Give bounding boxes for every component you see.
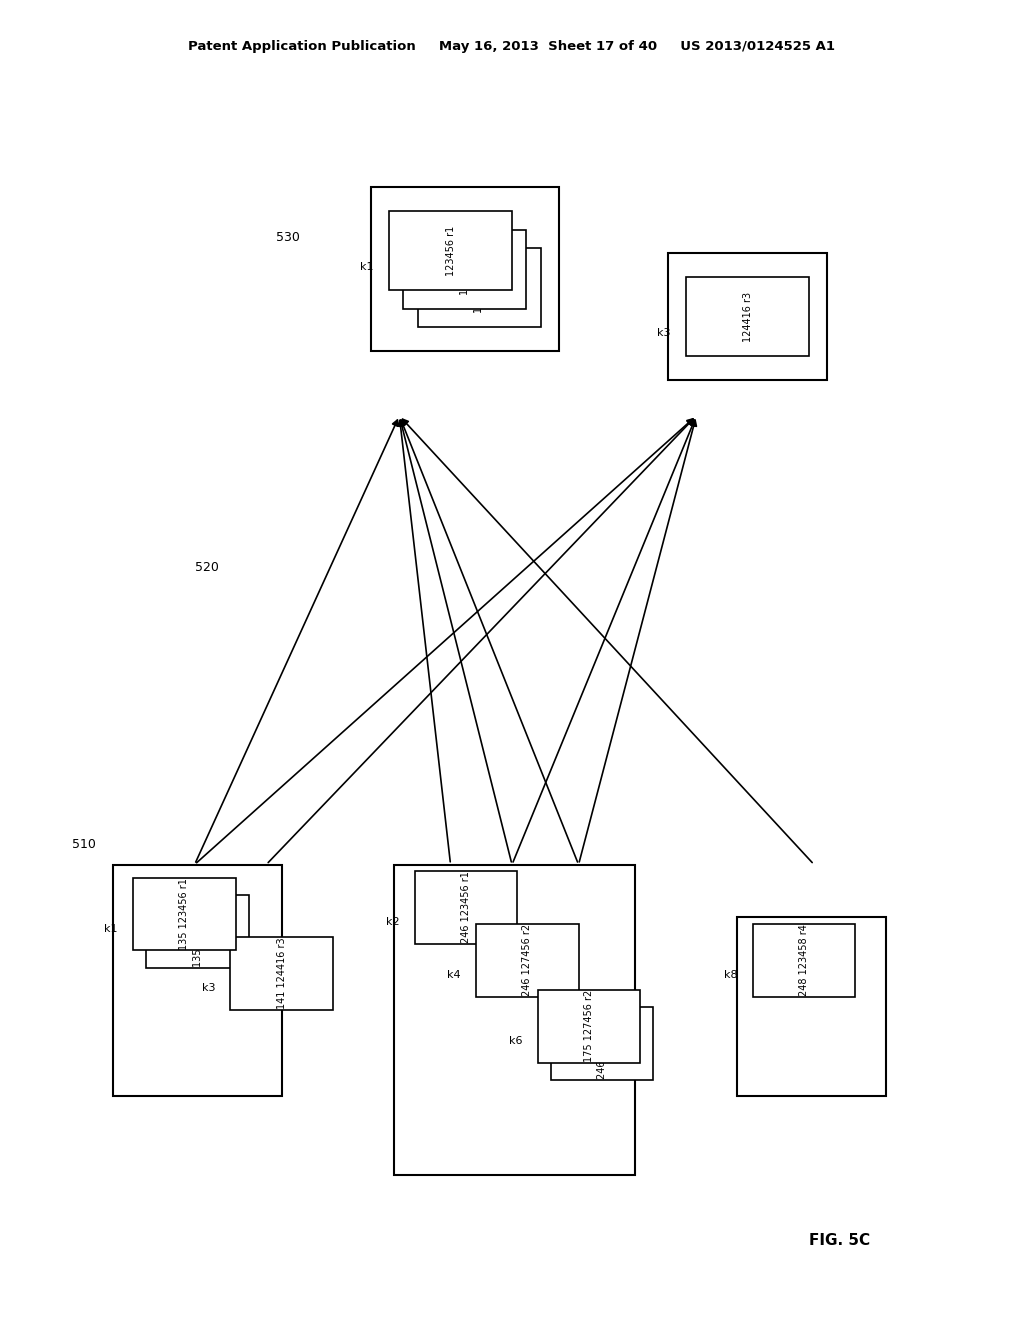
Text: k8: k8 [724,970,737,979]
FancyBboxPatch shape [415,871,517,944]
Text: 248 123458 r4: 248 123458 r4 [799,924,809,997]
FancyBboxPatch shape [230,937,333,1010]
Text: 124416 r3: 124416 r3 [742,292,753,342]
FancyBboxPatch shape [403,230,526,309]
Text: 127456 r2: 127456 r2 [460,244,470,294]
Text: k1: k1 [360,261,374,272]
Text: Patent Application Publication     May 16, 2013  Sheet 17 of 40     US 2013/0124: Patent Application Publication May 16, 2… [188,40,836,53]
FancyBboxPatch shape [146,895,249,968]
Text: k2: k2 [386,917,399,927]
Text: 135 123456 r1: 135 123456 r1 [179,878,189,950]
Text: 246 124416 r3: 246 124416 r3 [597,1007,607,1080]
Text: 510: 510 [72,838,95,851]
FancyBboxPatch shape [737,917,886,1096]
Text: 530: 530 [276,231,300,244]
FancyBboxPatch shape [371,187,559,351]
Text: 175 127456 r2: 175 127456 r2 [584,990,594,1063]
Text: 520: 520 [195,561,218,574]
FancyBboxPatch shape [418,248,541,327]
FancyBboxPatch shape [133,878,236,950]
Text: 123456 r1: 123456 r1 [445,226,456,276]
FancyBboxPatch shape [476,924,579,997]
FancyBboxPatch shape [389,211,512,290]
FancyBboxPatch shape [538,990,640,1063]
FancyBboxPatch shape [686,277,809,356]
Text: 246 127456 r2: 246 127456 r2 [522,924,532,997]
FancyBboxPatch shape [113,865,282,1096]
Text: k4: k4 [447,970,461,979]
FancyBboxPatch shape [753,924,855,997]
FancyBboxPatch shape [394,865,635,1175]
Text: k3: k3 [202,983,215,993]
FancyBboxPatch shape [551,1007,653,1080]
Text: 141 124416 r3: 141 124416 r3 [276,937,287,1010]
Text: k1: k1 [104,924,118,933]
Text: 246 123456 r1: 246 123456 r1 [461,871,471,944]
FancyBboxPatch shape [668,253,827,380]
Text: k6: k6 [509,1036,522,1045]
Text: FIG. 5C: FIG. 5C [809,1233,870,1249]
Text: 123458 r4: 123458 r4 [474,263,484,313]
Text: k3: k3 [657,327,671,338]
Text: 135 123458 r4: 135 123458 r4 [193,895,203,968]
